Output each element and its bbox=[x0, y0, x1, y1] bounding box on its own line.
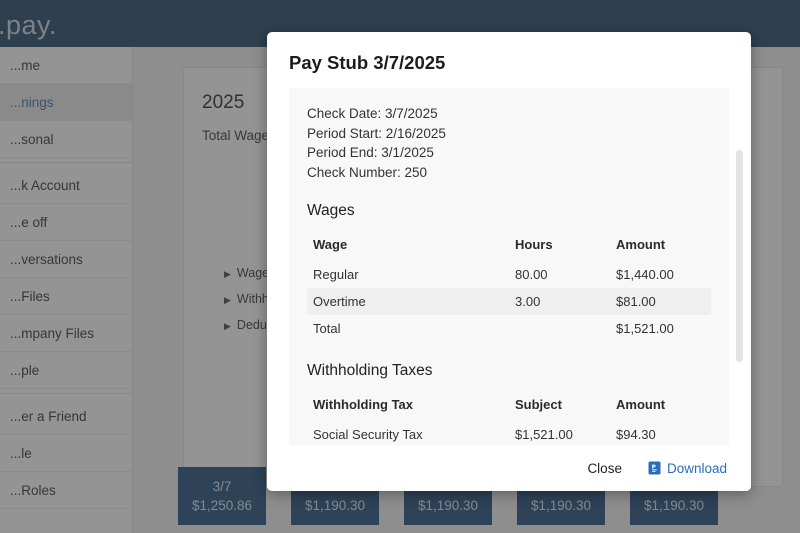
wages-cell: 80.00 bbox=[515, 267, 548, 282]
wages-table: Wage Hours Amount Regular 80.00 $1,440.00 O… bbox=[307, 232, 711, 342]
check-meta-line-3: Check Number: 250 bbox=[307, 164, 428, 180]
wages-section-title: Wages bbox=[307, 202, 355, 219]
wages-cell: 3.00 bbox=[515, 294, 541, 309]
wages-col-amount: Amount bbox=[616, 237, 666, 252]
modal-scrollbar-thumb[interactable] bbox=[736, 150, 743, 362]
withholding-row: Social Security Tax $1,521.00 $94.30 bbox=[307, 421, 711, 445]
modal-title: Pay Stub 3/7/2025 bbox=[289, 52, 446, 73]
modal-scrollbar-track[interactable] bbox=[736, 92, 747, 441]
wages-table-head: Wage Hours Amount bbox=[307, 232, 711, 261]
withholding-cell: $1,521.00 bbox=[515, 427, 573, 442]
withholding-col-subject: Subject bbox=[515, 397, 562, 412]
wages-col-hours: Hours bbox=[515, 237, 553, 252]
modal-header: Pay Stub 3/7/2025 bbox=[267, 32, 751, 88]
wages-col-wage: Wage bbox=[313, 237, 348, 252]
pay-stub-panel: Check Date: 3/7/2025 Period Start: 2/16/2… bbox=[289, 88, 729, 445]
wages-cell: Overtime bbox=[313, 294, 366, 309]
wages-row: Total $1,521.00 bbox=[307, 315, 711, 342]
modal-body[interactable]: Check Date: 3/7/2025 Period Start: 2/16/2… bbox=[267, 88, 751, 445]
pay-stub-modal: Pay Stub 3/7/2025 Check Date: 3/7/2025 Pe… bbox=[267, 32, 751, 491]
withholding-section-title: Withholding Taxes bbox=[307, 362, 433, 379]
wages-cell: Total bbox=[313, 321, 341, 336]
pdf-file-icon bbox=[648, 461, 661, 475]
check-meta-line-2: Period End: 3/1/2025 bbox=[307, 145, 434, 160]
withholding-cell: $94.30 bbox=[616, 427, 656, 442]
wages-cell bbox=[509, 315, 610, 342]
wages-cell: Regular bbox=[313, 267, 359, 282]
wages-table-body: Regular 80.00 $1,440.00 Overtime 3.00 $81.00 T… bbox=[307, 261, 711, 342]
wages-cell: $1,440.00 bbox=[616, 267, 674, 282]
download-button[interactable]: Download bbox=[646, 457, 729, 480]
wages-cell: $81.00 bbox=[616, 294, 656, 309]
wages-header-row: Wage Hours Amount bbox=[307, 232, 711, 261]
wages-cell: $1,521.00 bbox=[616, 321, 674, 336]
wages-row: Regular 80.00 $1,440.00 bbox=[307, 261, 711, 288]
withholding-table: Withholding Tax Subject Amount Social Se… bbox=[307, 392, 711, 445]
download-button-label: Download bbox=[666, 460, 727, 476]
close-button[interactable]: Close bbox=[585, 457, 624, 480]
withholding-col-tax: Withholding Tax bbox=[313, 397, 414, 412]
wages-row: Overtime 3.00 $81.00 bbox=[307, 288, 711, 315]
withholding-table-head: Withholding Tax Subject Amount bbox=[307, 392, 711, 421]
check-meta-line-0: Check Date: 3/7/2025 bbox=[307, 106, 438, 121]
modal-footer: Close Download bbox=[267, 445, 751, 491]
withholding-col-amount: Amount bbox=[616, 397, 666, 412]
withholding-header-row: Withholding Tax Subject Amount bbox=[307, 392, 711, 421]
withholding-table-body: Social Security Tax$1,521.00$94.30Federa… bbox=[307, 421, 711, 445]
check-meta-block: Check Date: 3/7/2025 Period Start: 2/16/2… bbox=[307, 104, 711, 182]
check-meta-line-1: Period Start: 2/16/2025 bbox=[307, 125, 446, 141]
withholding-cell: Social Security Tax bbox=[313, 427, 423, 442]
